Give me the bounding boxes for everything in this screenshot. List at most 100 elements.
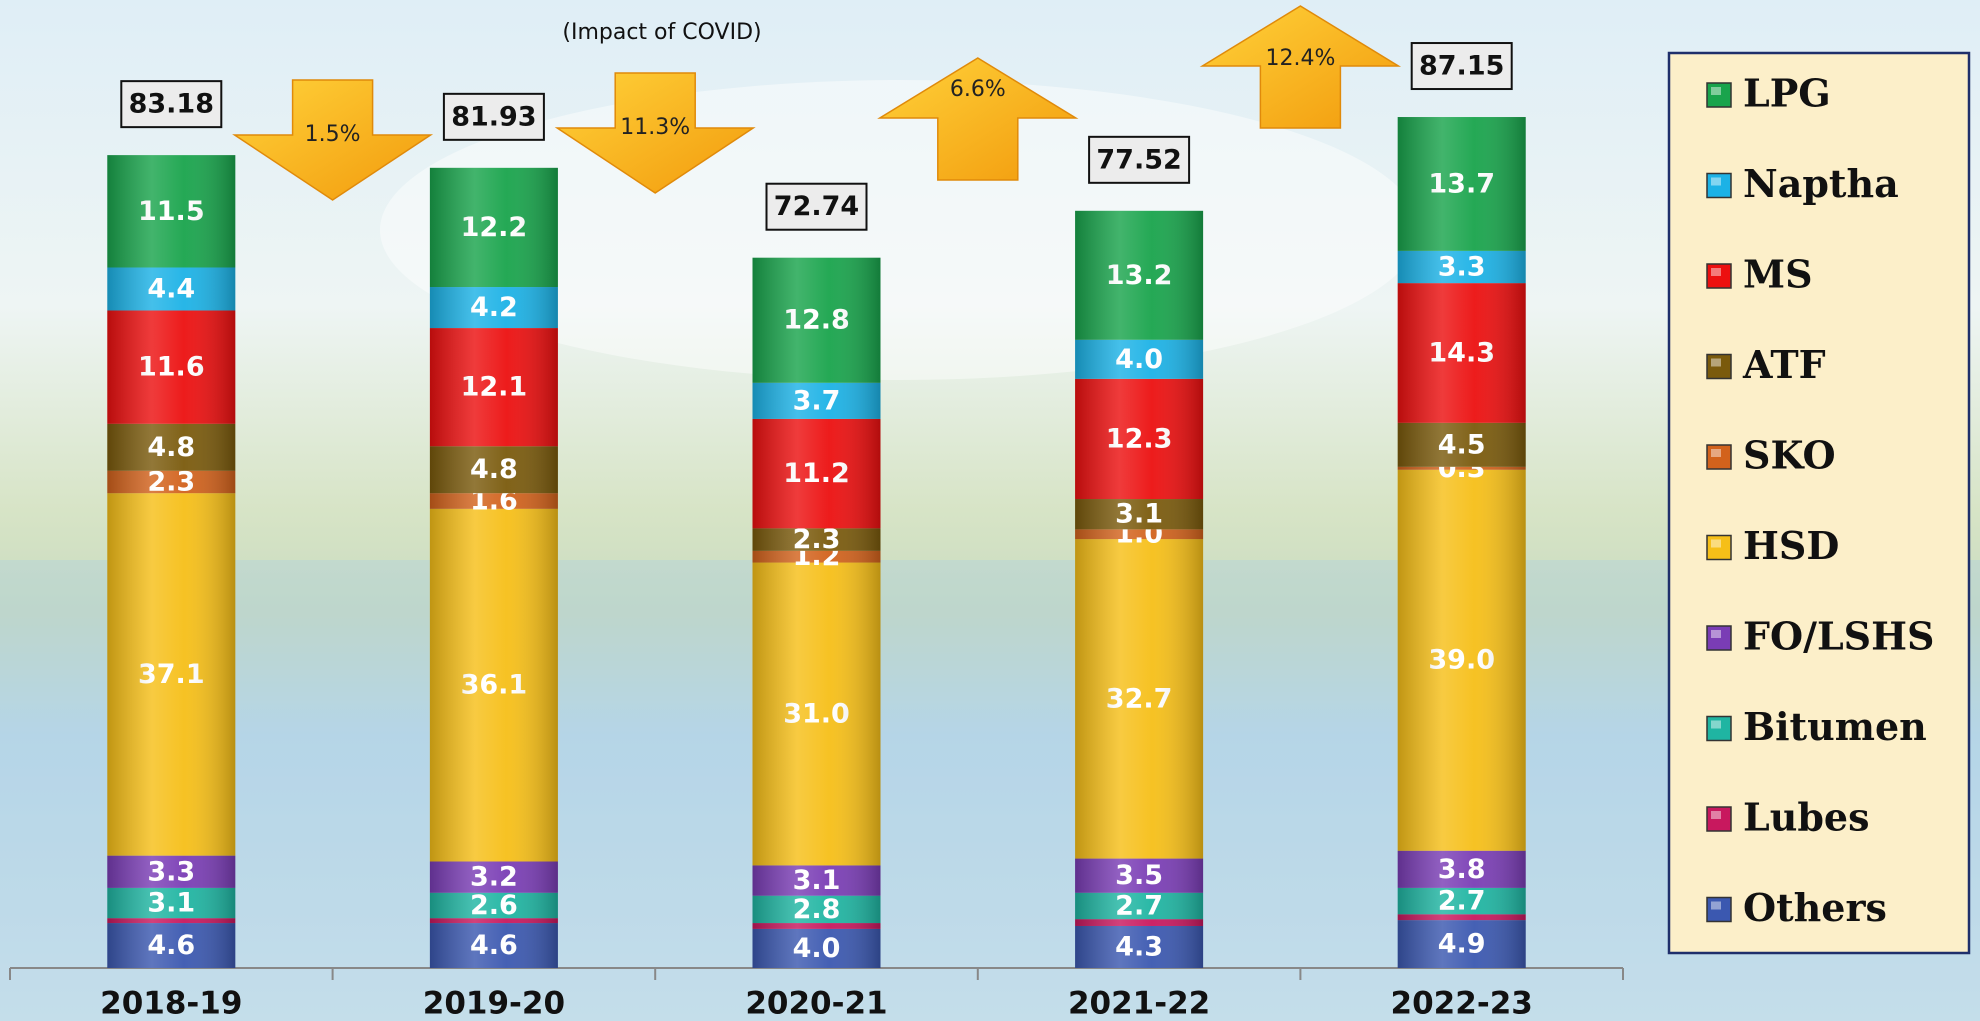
segment-label: 4.8 bbox=[147, 432, 195, 463]
segment-label: 3.1 bbox=[793, 865, 841, 896]
legend-swatch-shine bbox=[1711, 720, 1721, 729]
x-tick-label: 2020-21 bbox=[745, 986, 887, 1021]
segment-label: 14.3 bbox=[1428, 337, 1495, 368]
total-box bbox=[442, 92, 545, 141]
segment-label: 3.3 bbox=[147, 856, 195, 887]
segment-label: 2.7 bbox=[1438, 886, 1486, 917]
legend-label: SKO bbox=[1743, 433, 1836, 478]
legend-swatch bbox=[1706, 353, 1732, 380]
legend-label: LPG bbox=[1743, 71, 1831, 116]
segment-label: 39.0 bbox=[1428, 645, 1495, 676]
segment-label: 2.8 bbox=[793, 894, 841, 925]
legend-swatch-shine bbox=[1711, 811, 1721, 819]
legend-swatch bbox=[1706, 263, 1732, 289]
legend-swatch-shine bbox=[1711, 901, 1721, 910]
x-tick-label: 2021-22 bbox=[1068, 986, 1210, 1021]
segment-label: 2.3 bbox=[793, 524, 841, 555]
x-tick-label: 2019-20 bbox=[423, 986, 565, 1021]
segment-label: 4.6 bbox=[470, 930, 518, 961]
x-tick-label: 2018-19 bbox=[100, 986, 242, 1021]
segment-label: 2.3 bbox=[147, 466, 195, 497]
legend-label: Bitumen bbox=[1743, 704, 1927, 749]
legend-swatch bbox=[1706, 534, 1732, 561]
segment-label: 12.8 bbox=[783, 305, 850, 336]
annotation: (Impact of COVID) bbox=[562, 20, 761, 45]
segment-label: 12.2 bbox=[461, 212, 528, 243]
segment-label: 4.2 bbox=[470, 292, 518, 323]
legend-swatch-shine bbox=[1711, 449, 1721, 457]
legend-box bbox=[1667, 51, 1971, 955]
legend-swatch bbox=[1706, 82, 1732, 108]
change-label: 12.4% bbox=[1265, 46, 1335, 71]
segment-label: 4.8 bbox=[470, 454, 518, 485]
segment-label: 11.5 bbox=[138, 196, 205, 227]
change-arrow bbox=[1199, 5, 1402, 129]
segment-label: 3.8 bbox=[1438, 854, 1486, 885]
legend-label: FO/LSHS bbox=[1743, 614, 1934, 659]
legend-swatch bbox=[1706, 625, 1732, 651]
bar-segment bbox=[107, 918, 236, 924]
segment-label: 4.4 bbox=[147, 273, 195, 304]
change-label: 6.6% bbox=[950, 77, 1006, 102]
segment-label: 3.5 bbox=[1115, 860, 1163, 891]
legend-label: Naptha bbox=[1743, 161, 1899, 206]
legend-swatch-shine bbox=[1711, 539, 1721, 548]
legend-swatch-shine bbox=[1711, 630, 1721, 638]
segment-label: 13.2 bbox=[1106, 260, 1173, 291]
legend-swatch-shine bbox=[1711, 87, 1721, 95]
segment-label: 3.2 bbox=[470, 862, 518, 893]
legend-swatch bbox=[1706, 896, 1732, 923]
total-box bbox=[1410, 42, 1513, 91]
segment-label: 2.6 bbox=[470, 890, 518, 921]
segment-label: 4.0 bbox=[1115, 344, 1163, 375]
segment-label: 2.7 bbox=[1115, 890, 1163, 921]
change-label: 1.5% bbox=[305, 122, 361, 147]
legend-label: MS bbox=[1743, 252, 1813, 297]
legend-swatch bbox=[1706, 806, 1732, 832]
segment-label: 3.1 bbox=[1115, 499, 1163, 530]
total-label: 81.93 bbox=[451, 101, 536, 132]
legend-swatch-shine bbox=[1711, 177, 1721, 186]
segment-label: 4.9 bbox=[1438, 929, 1486, 960]
legend-swatch-shine bbox=[1711, 268, 1721, 276]
legend-label: Lubes bbox=[1743, 795, 1870, 840]
legend-swatch bbox=[1706, 715, 1732, 742]
change-arrow bbox=[877, 57, 1079, 181]
change-label: 11.3% bbox=[620, 115, 690, 140]
segment-label: 4.3 bbox=[1115, 931, 1163, 962]
total-box bbox=[120, 80, 223, 129]
segment-label: 11.6 bbox=[138, 352, 205, 383]
change-arrow bbox=[232, 79, 434, 201]
segment-label: 12.3 bbox=[1106, 423, 1173, 454]
segment-label: 4.6 bbox=[147, 930, 195, 961]
total-box bbox=[1088, 135, 1191, 184]
legend-label: HSD bbox=[1743, 523, 1839, 568]
legend-swatch-shine bbox=[1711, 358, 1721, 367]
segment-label: 31.0 bbox=[783, 698, 850, 729]
segment-label: 11.2 bbox=[783, 458, 850, 489]
total-label: 77.52 bbox=[1096, 144, 1181, 175]
segment-label: 3.1 bbox=[147, 888, 195, 919]
legend-swatch bbox=[1706, 172, 1732, 199]
segment-label: 37.1 bbox=[138, 659, 205, 690]
segment-label: 36.1 bbox=[461, 670, 528, 701]
background-water bbox=[0, 560, 1980, 1021]
total-box bbox=[765, 182, 868, 231]
segment-label: 4.5 bbox=[1438, 429, 1486, 460]
legend-label: Others bbox=[1743, 885, 1887, 930]
segment-label: 3.7 bbox=[793, 385, 841, 416]
total-label: 83.18 bbox=[129, 89, 214, 120]
segment-label: 3.3 bbox=[1438, 252, 1486, 283]
segment-label: 4.0 bbox=[793, 933, 841, 964]
segment-label: 12.1 bbox=[461, 372, 528, 403]
segment-label: 32.7 bbox=[1106, 683, 1173, 714]
legend-swatch bbox=[1706, 444, 1732, 470]
legend-label: ATF bbox=[1742, 342, 1826, 387]
segment-label: 13.7 bbox=[1428, 168, 1495, 199]
change-arrow bbox=[554, 72, 756, 194]
total-label: 87.15 bbox=[1419, 51, 1504, 82]
total-label: 72.74 bbox=[774, 191, 859, 222]
x-tick-label: 2022-23 bbox=[1391, 986, 1533, 1021]
